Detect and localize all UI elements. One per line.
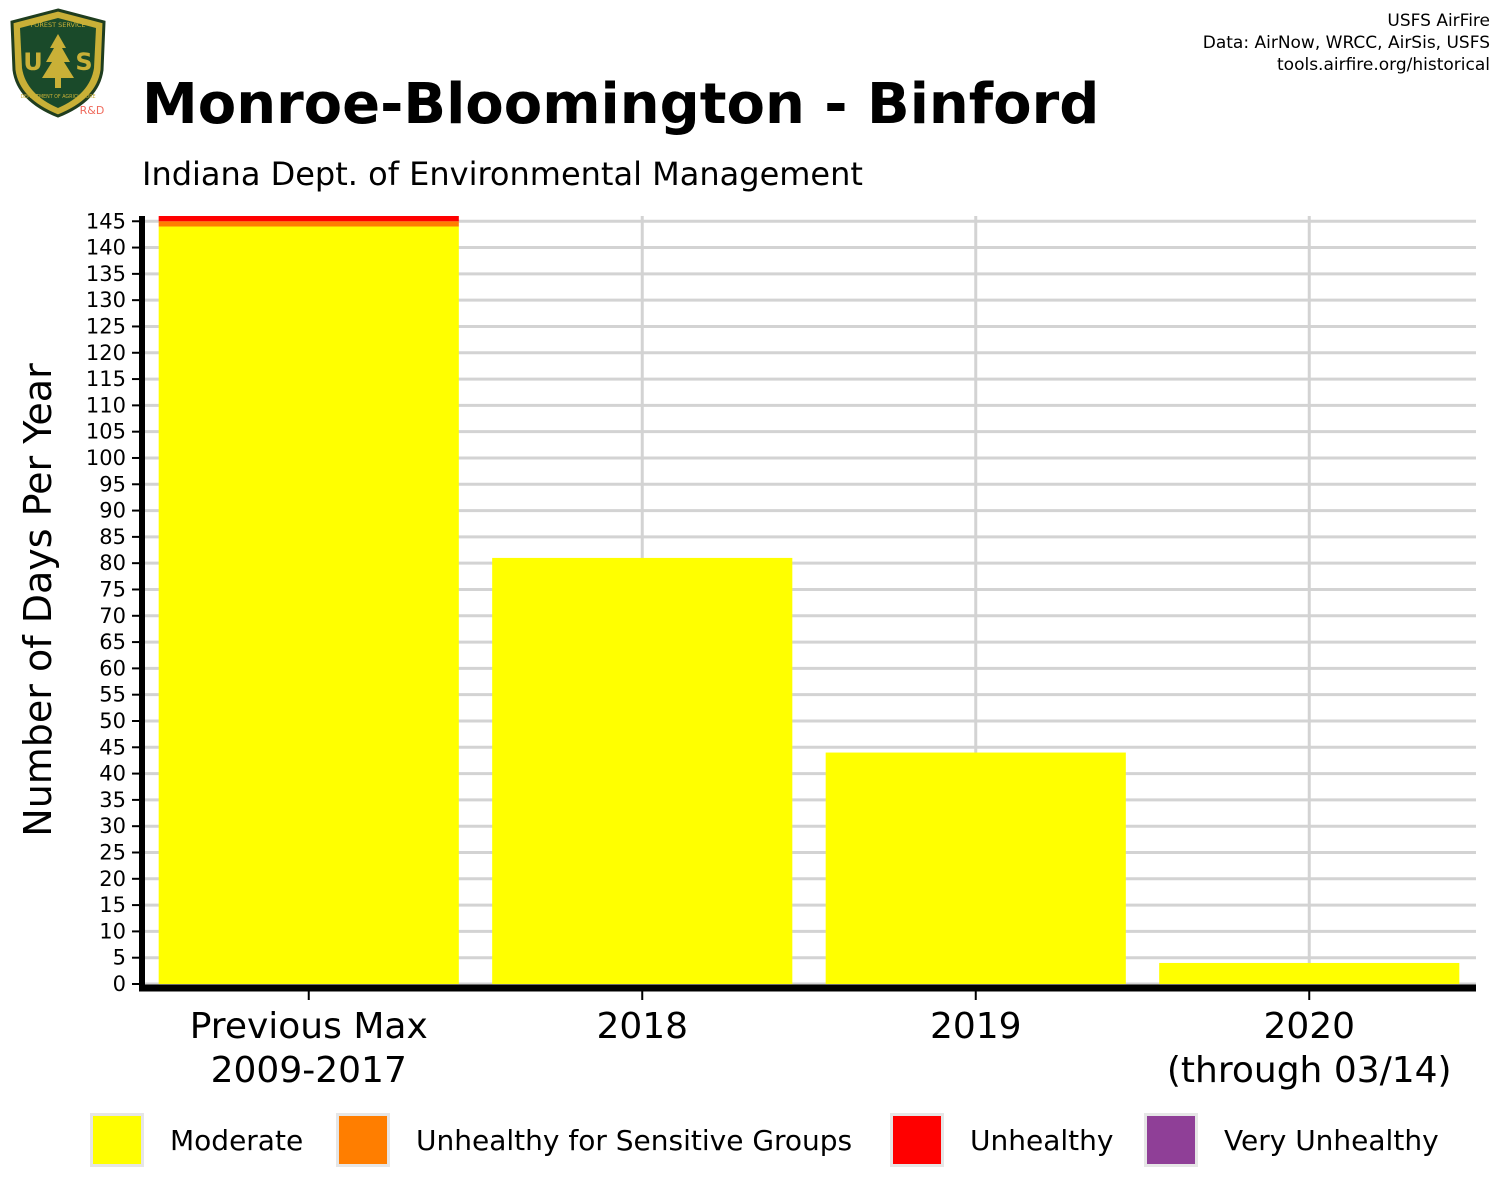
y-tick-label: 85 bbox=[99, 525, 126, 549]
y-tick-label: 125 bbox=[86, 314, 126, 338]
y-tick-label: 80 bbox=[99, 551, 126, 575]
bar-moderate bbox=[158, 226, 459, 984]
y-tick-label: 0 bbox=[113, 972, 126, 996]
legend: Moderate Unhealthy for Sensitive Groups … bbox=[0, 1110, 1500, 1170]
credits-line-3: tools.airfire.org/historical bbox=[1277, 55, 1490, 75]
bar-moderate bbox=[492, 557, 793, 984]
credits: USFS AirFire Data: AirNow, WRCC, AirSis,… bbox=[1203, 10, 1490, 76]
y-tick-label: 145 bbox=[86, 209, 126, 233]
y-tick-label: 110 bbox=[86, 393, 126, 417]
legend-item-moderate: Moderate bbox=[90, 1110, 303, 1170]
legend-label-usg: Unhealthy for Sensitive Groups bbox=[416, 1123, 853, 1157]
svg-text:U: U bbox=[23, 48, 43, 76]
y-tick-label: 100 bbox=[86, 446, 126, 470]
credits-line-2: Data: AirNow, WRCC, AirSis, USFS bbox=[1202, 33, 1490, 53]
legend-swatch-moderate bbox=[90, 1113, 144, 1167]
legend-label-unhealthy: Unhealthy bbox=[970, 1123, 1114, 1157]
svg-text:DEPARTMENT OF AGRICULTURE: DEPARTMENT OF AGRICULTURE bbox=[20, 94, 95, 100]
chart-subtitle: Indiana Dept. of Environmental Managemen… bbox=[142, 155, 863, 193]
y-tick-label: 140 bbox=[86, 236, 126, 260]
y-tick-label: 70 bbox=[99, 604, 126, 628]
y-tick-label: 60 bbox=[99, 656, 126, 680]
svg-text:R&D: R&D bbox=[80, 104, 105, 117]
y-tick-label: 95 bbox=[99, 472, 126, 496]
y-tick-label: 30 bbox=[99, 814, 126, 838]
svg-text:FOREST SERVICE: FOREST SERVICE bbox=[30, 21, 85, 29]
legend-item-unhealthy: Unhealthy bbox=[890, 1110, 1113, 1170]
x-tick-label: 2020 (through 03/14) bbox=[1167, 1006, 1452, 1091]
bar-unhealthy-for-sensitive-groups bbox=[158, 221, 459, 227]
legend-swatch-unhealthy bbox=[890, 1113, 944, 1167]
x-tick-label: 2018 bbox=[596, 1006, 688, 1047]
y-tick-label: 75 bbox=[99, 577, 126, 601]
y-axis-label: Number of Days Per Year bbox=[16, 363, 60, 837]
y-tick-label: 35 bbox=[99, 788, 126, 812]
y-tick-label: 115 bbox=[86, 367, 126, 391]
y-tick-label: 90 bbox=[99, 499, 126, 523]
y-tick-label: 130 bbox=[86, 288, 126, 312]
y-tick-label: 55 bbox=[99, 683, 126, 707]
y-tick-label: 10 bbox=[99, 919, 126, 943]
y-tick-label: 5 bbox=[113, 946, 126, 970]
y-tick-label: 120 bbox=[86, 341, 126, 365]
bar-unhealthy bbox=[158, 216, 459, 222]
legend-item-usg: Unhealthy for Sensitive Groups bbox=[336, 1110, 852, 1170]
credits-line-1: USFS AirFire bbox=[1387, 11, 1490, 31]
legend-label-moderate: Moderate bbox=[170, 1123, 304, 1157]
x-tick-label: 2019 bbox=[930, 1006, 1022, 1047]
y-tick-label: 105 bbox=[86, 420, 126, 444]
y-tick-label: 50 bbox=[99, 709, 126, 733]
svg-text:S: S bbox=[75, 48, 92, 76]
y-tick-label: 25 bbox=[99, 840, 126, 864]
bar-moderate bbox=[825, 752, 1126, 984]
y-tick-label: 20 bbox=[99, 867, 126, 891]
y-tick-label: 135 bbox=[86, 262, 126, 286]
y-tick-label: 15 bbox=[99, 893, 126, 917]
chart-title: Monroe-Bloomington - Binford bbox=[142, 72, 1100, 137]
legend-swatch-very-unhealthy bbox=[1144, 1113, 1198, 1167]
y-tick-label: 45 bbox=[99, 735, 126, 759]
legend-item-very-unhealthy: Very Unhealthy bbox=[1144, 1110, 1439, 1170]
forest-service-shield-logo: U S FOREST SERVICE DEPARTMENT OF AGRICUL… bbox=[10, 8, 106, 118]
bar-moderate bbox=[1159, 962, 1460, 984]
x-tick-label: Previous Max 2009-2017 bbox=[190, 1006, 428, 1091]
y-tick-label: 40 bbox=[99, 762, 126, 786]
legend-label-very-unhealthy: Very Unhealthy bbox=[1224, 1123, 1439, 1157]
y-tick-label: 65 bbox=[99, 630, 126, 654]
legend-swatch-usg bbox=[336, 1113, 390, 1167]
